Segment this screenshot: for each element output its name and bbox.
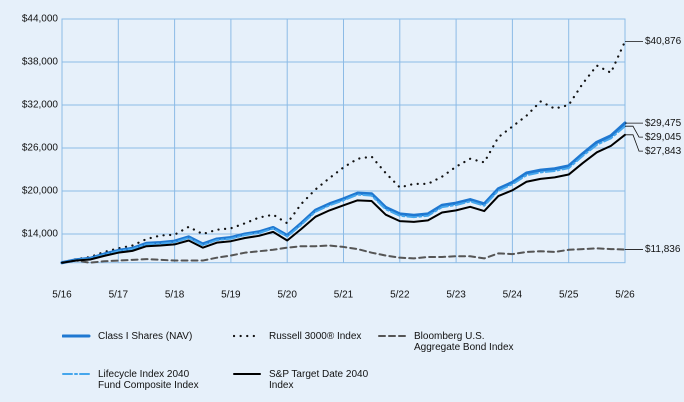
end-value-label: $29,475 — [645, 118, 682, 129]
legend-label: Class I Shares (NAV) — [98, 331, 193, 342]
x-tick-label: 5/26 — [615, 289, 635, 300]
x-tick-label: 5/20 — [277, 289, 297, 300]
legend-swatch — [233, 334, 262, 338]
series-line — [61, 244, 626, 264]
legend-swatch — [378, 335, 406, 337]
y-tick-label: $14,000 — [22, 229, 59, 240]
x-tick-label: 5/17 — [109, 289, 129, 300]
x-tick-label: 5/22 — [390, 289, 410, 300]
leader-line — [625, 125, 643, 138]
legend-label: Lifecycle Index 2040 Fund Composite Inde… — [98, 369, 199, 391]
leader-line — [625, 134, 643, 152]
x-tick-label: 5/25 — [559, 289, 579, 300]
chart: $14,000 $20,000 $26,000 $32,000 $38,000 $44,0… — [22, 14, 682, 300]
legend-swatch — [62, 334, 91, 338]
plot-border — [61, 18, 626, 264]
end-value-label: $40,876 — [645, 36, 682, 47]
legend-label: Russell 3000® Index — [269, 331, 362, 342]
y-tick-label: $32,000 — [22, 100, 59, 111]
x-tick-label: 5/24 — [503, 289, 523, 300]
series-line — [61, 125, 626, 264]
x-tick-label: 5/18 — [165, 289, 185, 300]
series-line — [61, 133, 626, 264]
legend-swatch — [62, 373, 90, 375]
x-tick-label: 5/23 — [446, 289, 466, 300]
y-tick-label: $20,000 — [22, 186, 59, 197]
end-value-label: $29,045 — [645, 132, 682, 143]
legend-label: Bloomberg U.S. Aggregate Bond Index — [414, 331, 514, 353]
end-value-label: $11,836 — [645, 244, 681, 255]
legend-swatch — [233, 373, 261, 375]
end-value-label: $27,843 — [645, 146, 682, 157]
y-tick-label: $26,000 — [22, 143, 59, 154]
x-tick-label: 5/21 — [334, 289, 354, 300]
series-line — [60, 121, 627, 265]
series-line — [60, 40, 627, 264]
legend-label: S&P Target Date 2040 Index — [269, 369, 369, 391]
y-tick-label: $44,000 — [22, 14, 59, 25]
x-tick-label: 5/16 — [52, 289, 72, 300]
x-tick-label: 5/19 — [221, 289, 241, 300]
y-tick-label: $38,000 — [22, 57, 59, 68]
